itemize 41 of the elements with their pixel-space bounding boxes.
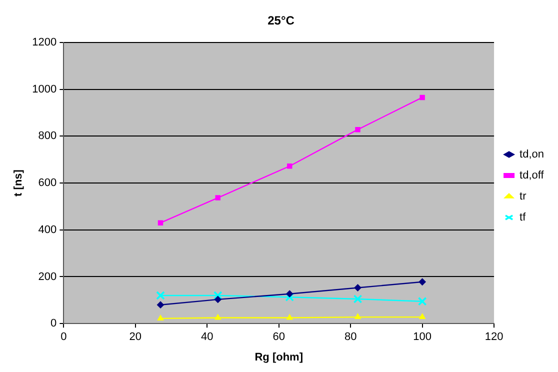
- point: [354, 284, 362, 292]
- point: [158, 220, 164, 226]
- y-tick-label: 0: [50, 318, 57, 330]
- point: [419, 314, 426, 320]
- point: [157, 301, 164, 308]
- legend-label: td,on: [520, 148, 544, 161]
- point: [214, 296, 222, 303]
- point: [420, 94, 425, 100]
- point: [286, 314, 293, 320]
- point: [355, 126, 360, 132]
- y-axis-title: t [ns]: [12, 169, 25, 196]
- x-tick-label: 80: [344, 331, 357, 344]
- point: [286, 290, 294, 298]
- chart-title: 25°C: [268, 14, 295, 28]
- x-tick-label: 120: [484, 331, 504, 344]
- point: [418, 278, 426, 286]
- y-tick-label: 1200: [32, 36, 57, 48]
- point: [418, 296, 427, 306]
- point: [157, 314, 164, 320]
- x-tick-label: 0: [60, 331, 67, 344]
- y-tick-label: 200: [38, 270, 57, 283]
- point: [213, 291, 222, 300]
- x-tick-label: 40: [201, 331, 214, 344]
- y-tick-label: 600: [38, 177, 57, 190]
- point: [353, 294, 362, 304]
- x-axis-title: Rg [ohm]: [254, 351, 304, 364]
- legend-label: td,off: [520, 170, 545, 182]
- x-tick-label: 20: [129, 331, 142, 344]
- y-tick-label: 800: [38, 130, 57, 142]
- x-tick-label: 100: [413, 331, 432, 344]
- legend-label: tr: [520, 190, 527, 203]
- y-tick-label: 400: [38, 224, 57, 236]
- point: [354, 314, 361, 320]
- legend-label: tf: [520, 212, 527, 224]
- point: [285, 292, 294, 302]
- point: [156, 291, 165, 300]
- y-tick-label: 1000: [32, 83, 57, 96]
- point: [215, 195, 221, 200]
- point: [214, 314, 221, 320]
- point: [286, 164, 292, 169]
- x-tick-label: 60: [272, 331, 285, 344]
